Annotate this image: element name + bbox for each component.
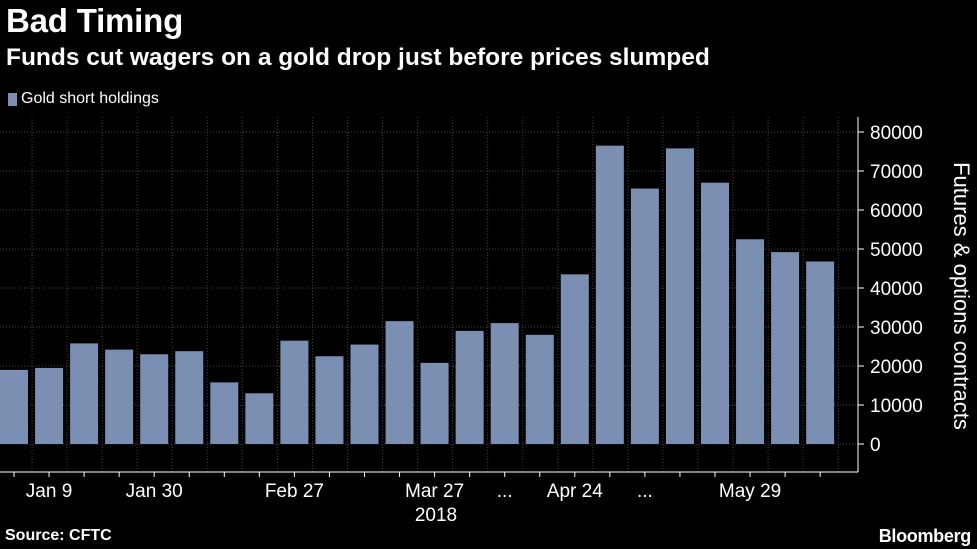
y-tick-label: 30000	[870, 318, 923, 339]
bar	[736, 239, 765, 444]
bar	[0, 369, 28, 444]
y-tick-label: 50000	[870, 240, 923, 261]
y-tick-label: 60000	[870, 201, 923, 222]
bar	[771, 252, 800, 444]
bar	[175, 351, 204, 444]
bar	[70, 343, 99, 444]
x-tick-label: ...	[497, 481, 513, 502]
y-tick-label: 10000	[870, 396, 923, 417]
y-tick-label: 40000	[870, 279, 923, 300]
y-tick-label: 70000	[870, 162, 923, 183]
y-tick-label: 0	[870, 435, 881, 456]
legend-label: Gold short holdings	[21, 90, 159, 107]
bar	[35, 367, 64, 444]
legend-swatch	[8, 92, 17, 106]
chart-subtitle: Funds cut wagers on a gold drop just bef…	[6, 44, 710, 71]
bar	[385, 321, 414, 444]
bar	[280, 340, 309, 444]
bar	[490, 323, 519, 444]
bar	[560, 274, 589, 444]
bar	[595, 145, 624, 444]
bar	[420, 362, 449, 444]
x-tick-label: Jan 30	[126, 481, 183, 502]
brand-logo: Bloomberg	[878, 526, 972, 546]
bar	[105, 349, 134, 444]
bar	[245, 393, 274, 444]
bar	[315, 356, 344, 444]
x-year-label: 2018	[415, 505, 457, 526]
x-tick-label: Apr 24	[547, 481, 603, 502]
bar	[140, 354, 169, 444]
bar	[455, 330, 484, 444]
chart-title: Bad Timing	[6, 2, 184, 39]
bar	[630, 188, 659, 444]
bar	[701, 182, 729, 444]
legend: Gold short holdings	[8, 90, 159, 108]
bar	[525, 334, 554, 444]
bar	[806, 261, 835, 444]
x-tick-label: Jan 9	[26, 481, 72, 502]
x-tick-label: May 29	[719, 481, 781, 502]
bar	[665, 148, 694, 444]
bar	[210, 382, 239, 444]
x-tick-label: Feb 27	[265, 481, 324, 502]
bar	[350, 344, 379, 444]
y-axis-label: Futures & options contracts	[949, 162, 974, 430]
source-note: Source: CFTC	[5, 527, 112, 544]
x-tick-label: Mar 27	[405, 481, 464, 502]
x-tick-label: ...	[637, 481, 653, 502]
y-tick-label: 20000	[870, 357, 923, 378]
y-tick-label: 80000	[870, 123, 923, 144]
